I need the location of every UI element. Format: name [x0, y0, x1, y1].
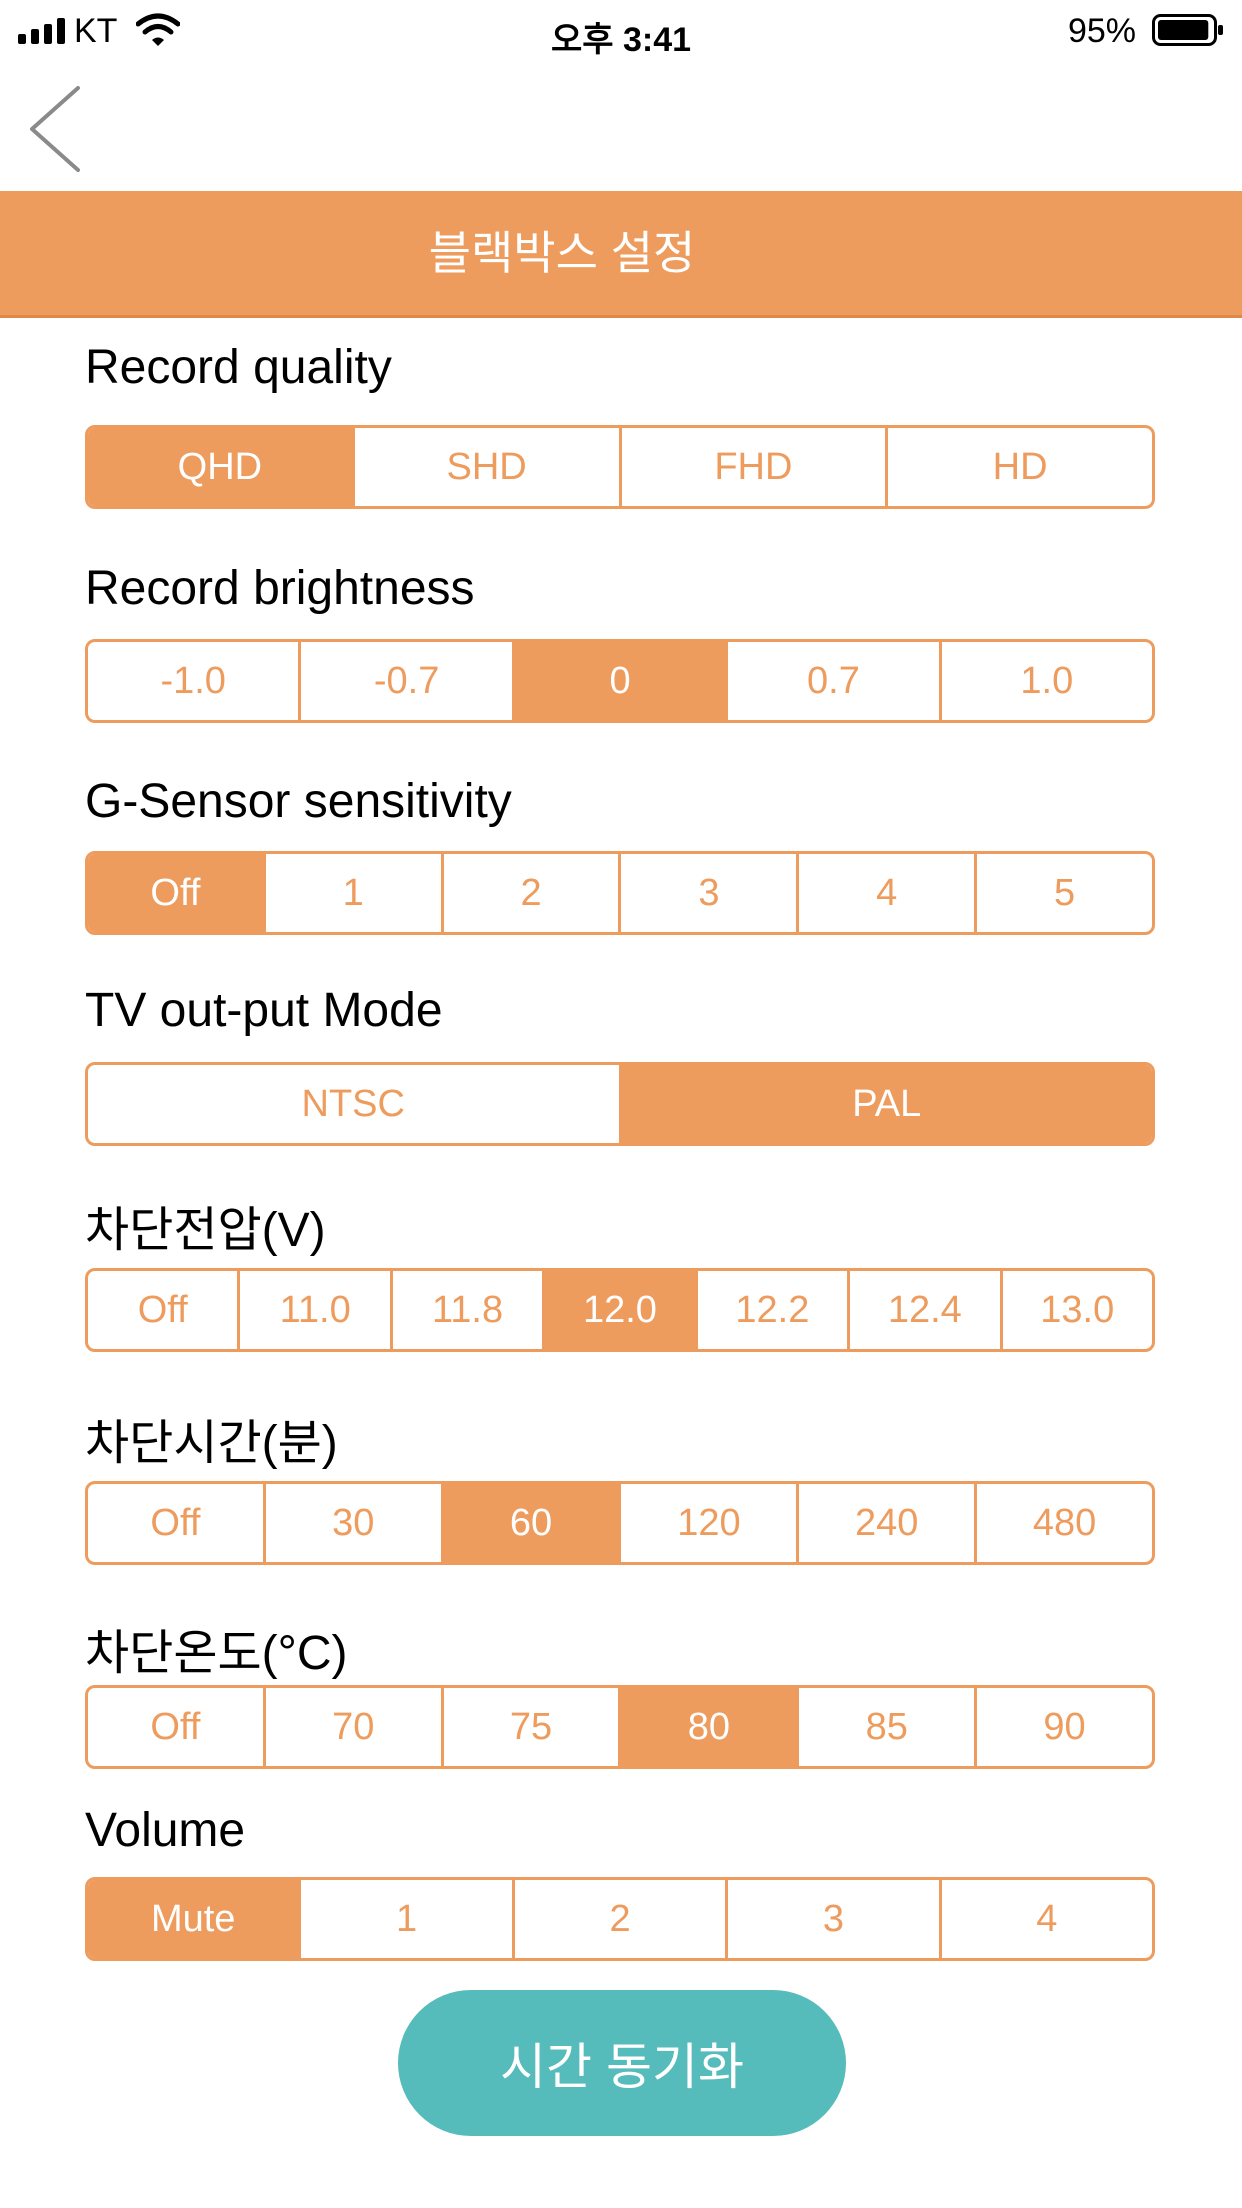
battery-percent: 95%	[1067, 12, 1136, 50]
segment-option[interactable]: 120	[618, 1484, 796, 1562]
segment-option[interactable]: 80	[618, 1688, 797, 1766]
segment-option[interactable]: 2	[440, 854, 619, 932]
record-brightness-control: -1.0 -0.7 0 0.7 1.0	[85, 639, 1155, 723]
segment-option[interactable]: 0.7	[725, 642, 938, 720]
volume-control: Mute 1 2 3 4	[85, 1877, 1155, 1961]
tv-output-control: NTSC PAL	[85, 1062, 1155, 1146]
segment-option[interactable]: 12.4	[847, 1271, 999, 1349]
segment-option[interactable]: 240	[796, 1484, 974, 1562]
segment-option[interactable]: 12.0	[542, 1271, 695, 1349]
record-quality-control: QHD SHD FHD HD	[85, 425, 1155, 509]
g-sensor-control: Off 1 2 3 4 5	[85, 851, 1155, 935]
segment-option[interactable]: 480	[974, 1484, 1152, 1562]
status-time: 오후 3:41	[550, 21, 692, 59]
segment-option[interactable]: 0	[511, 642, 726, 720]
segment-option[interactable]: 12.2	[694, 1271, 847, 1349]
segment-option[interactable]: 75	[440, 1688, 619, 1766]
segment-option[interactable]: 85	[796, 1688, 974, 1766]
segment-option[interactable]: SHD	[351, 428, 619, 506]
cutoff-voltage-label: 차단전압(V)	[85, 1204, 326, 1257]
back-chevron-icon[interactable]	[22, 84, 92, 174]
cutoff-voltage-control: Off 11.0 11.8 12.0 12.2 12.4 13.0	[85, 1268, 1155, 1352]
segment-option[interactable]: 1.0	[938, 642, 1152, 720]
segment-option[interactable]: 11.0	[237, 1271, 389, 1349]
segment-option[interactable]: -0.7	[298, 642, 511, 720]
segment-option[interactable]: 5	[974, 854, 1152, 932]
cutoff-time-control: Off 30 60 120 240 480	[85, 1481, 1155, 1565]
segment-option[interactable]: 90	[974, 1688, 1152, 1766]
segment-option[interactable]: 60	[440, 1484, 619, 1562]
segment-option[interactable]: Off	[150, 1501, 201, 1544]
segment-option[interactable]: Off	[150, 1705, 201, 1748]
segment-option[interactable]: HD	[885, 428, 1152, 506]
segment-option[interactable]: 70	[262, 1688, 441, 1766]
segment-option[interactable]: 11.8	[389, 1271, 542, 1349]
segment-option[interactable]: 4	[796, 854, 974, 932]
wifi-icon	[136, 13, 180, 46]
carrier-label: KT	[74, 12, 118, 50]
segment-option[interactable]: 1	[298, 1880, 511, 1958]
title-bar: 블랙박스 설정	[0, 191, 1242, 318]
segment-option[interactable]: Off	[137, 1288, 188, 1331]
time-sync-button[interactable]: 시간 동기화	[398, 1990, 846, 2136]
record-brightness-label: Record brightness	[85, 562, 475, 615]
tv-output-label: TV out-put Mode	[85, 984, 443, 1037]
cutoff-temperature-label: 차단온도(°C)	[85, 1627, 348, 1680]
page-title: 블랙박스 설정	[428, 227, 696, 279]
status-bar: KT 오후 3:41 95%	[0, 0, 1242, 62]
segment-option[interactable]: Mute	[88, 1880, 299, 1958]
segment-option[interactable]: 1	[262, 854, 441, 932]
segment-option[interactable]: QHD	[88, 428, 352, 506]
segment-option[interactable]: 3	[725, 1880, 938, 1958]
segment-option[interactable]: 13.0	[999, 1271, 1152, 1349]
segment-option[interactable]: FHD	[618, 428, 886, 506]
segment-option[interactable]: PAL	[618, 1065, 1152, 1143]
signal-icon	[18, 18, 65, 44]
segment-option[interactable]: 3	[618, 854, 796, 932]
volume-label: Volume	[85, 1804, 246, 1857]
cutoff-temperature-control: Off 70 75 80 85 90	[85, 1685, 1155, 1769]
segment-option[interactable]: 4	[938, 1880, 1152, 1958]
segment-option[interactable]: 30	[262, 1484, 441, 1562]
record-quality-label: Record quality	[85, 341, 392, 394]
g-sensor-label: G-Sensor sensitivity	[85, 775, 512, 828]
segment-option[interactable]: 2	[511, 1880, 725, 1958]
segment-option[interactable]: NTSC	[301, 1082, 405, 1125]
segment-option[interactable]: Off	[88, 854, 263, 932]
cutoff-time-label: 차단시간(분)	[85, 1417, 338, 1470]
battery-icon	[1152, 14, 1223, 46]
segment-option[interactable]: -1.0	[160, 659, 226, 702]
